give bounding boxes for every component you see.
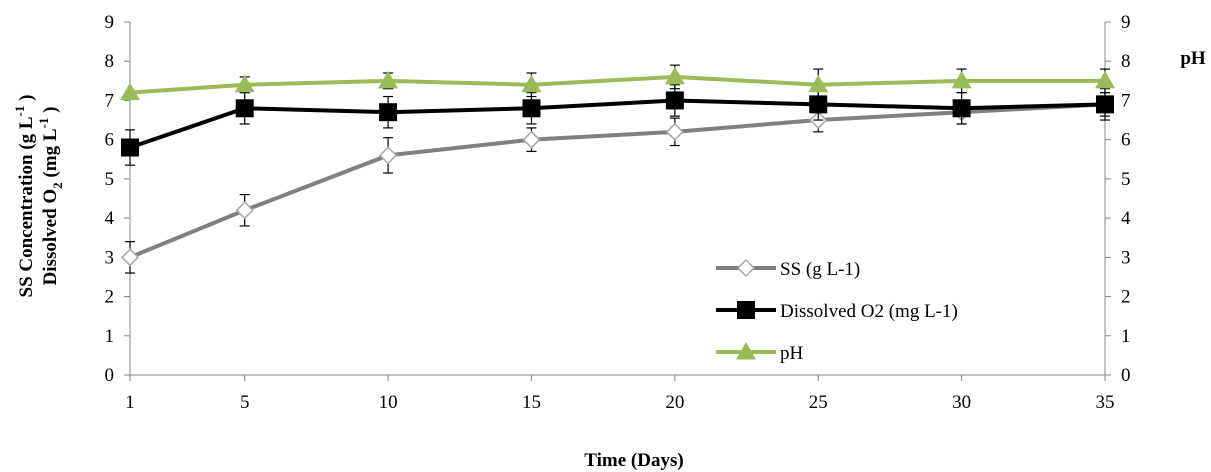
left-y-axis-title-line1-sup: -1 (12, 106, 27, 117)
left-y-tick-label: 6 (105, 130, 115, 151)
right-y-tick-label: 5 (1121, 169, 1131, 190)
legend-item: Dissolved O2 (mg L-1) (716, 301, 958, 322)
left-y-tick-label: 5 (105, 169, 115, 190)
left-y-tick-label: 1 (105, 326, 115, 347)
data-point (1095, 70, 1115, 89)
series-line (129, 98, 1106, 150)
data-point (379, 103, 398, 122)
data-point (120, 82, 140, 101)
series-diamond (120, 91, 1115, 274)
data-point (379, 146, 398, 165)
data-point (665, 122, 684, 141)
series-square (121, 84, 1114, 166)
legend-item: pH (716, 342, 804, 364)
data-point (522, 99, 541, 118)
left-y-tick-label: 8 (105, 51, 115, 72)
x-tick-label: 35 (1096, 392, 1115, 413)
legend-label: pH (780, 343, 804, 364)
data-point (378, 70, 399, 89)
left-y-axis-title-line2: Dissolved O (40, 189, 61, 286)
legend-marker (737, 301, 755, 319)
x-tick-label: 10 (379, 392, 398, 413)
series-layer (120, 64, 1115, 274)
data-point (235, 99, 254, 118)
legend-marker (736, 258, 756, 278)
right-y-tick-label: 4 (1121, 208, 1131, 229)
left-y-axis-title-line1-close: ) (16, 95, 37, 106)
right-y-tick-label: 3 (1121, 247, 1131, 268)
data-point (1096, 95, 1114, 114)
right-y-tick-label: 2 (1121, 287, 1131, 308)
svg-text:Dissolved O2 (mg L-1 ): Dissolved O2 (mg L-1 ) (36, 107, 65, 286)
right-y-tick-label: 7 (1121, 90, 1131, 111)
x-tick-label: 20 (665, 392, 684, 413)
x-tick-label: 1 (125, 392, 135, 413)
data-point (521, 74, 542, 93)
left-y-tick-label: 4 (105, 208, 115, 229)
right-y-axis-title: pH (1180, 48, 1206, 69)
data-point (522, 130, 541, 149)
right-y-tick-label: 0 (1121, 365, 1131, 386)
left-y-tick-label: 9 (105, 12, 115, 33)
x-tick-label: 30 (952, 392, 971, 413)
right-y-tick-label: 1 (1121, 326, 1131, 347)
data-point (121, 138, 139, 157)
left-y-axis-title: SS Concentration (g L-1 ) Dissolved O2 (… (12, 95, 65, 298)
series-triangle (120, 64, 1115, 102)
x-tick-label: 25 (809, 392, 828, 413)
x-axis-title: Time (Days) (584, 450, 683, 471)
data-point (665, 91, 684, 110)
right-y-tick-label: 8 (1121, 51, 1131, 72)
left-y-axis-title-line1: SS Concentration (g L (16, 116, 37, 297)
data-point (951, 70, 972, 89)
legend: SS (g L-1) Dissolved O2 (mg L-1) pH (716, 258, 958, 364)
data-point (234, 74, 255, 93)
left-y-tick-label: 0 (105, 365, 115, 386)
left-y-axis-title-line2-sup: -1 (36, 118, 51, 129)
left-y-tick-label: 7 (105, 90, 115, 111)
left-y-axis-title-line2-rest: (mg L (40, 128, 61, 182)
series-line (129, 102, 1106, 260)
legend-label: SS (g L-1) (780, 259, 860, 280)
series-line (129, 74, 1105, 95)
x-tick-label: 5 (240, 392, 250, 413)
legend-item: SS (g L-1) (716, 258, 860, 280)
left-y-tick-label: 3 (105, 247, 115, 268)
right-y-tick-label: 6 (1121, 130, 1131, 151)
legend-marker (736, 342, 756, 360)
left-y-tick-label: 2 (105, 287, 115, 308)
data-point (952, 99, 971, 118)
svg-text:SS Concentration (g L-1 ): SS Concentration (g L-1 ) (12, 95, 37, 298)
left-y-axis-title-line2-sub: 2 (50, 182, 65, 189)
data-point (808, 74, 829, 93)
left-y-axis-title-line2-close: ) (40, 107, 61, 118)
legend-label: Dissolved O2 (mg L-1) (780, 301, 958, 322)
data-point (120, 248, 140, 267)
right-y-tick-label: 9 (1121, 12, 1131, 33)
x-tick-label: 15 (522, 392, 541, 413)
axes-layer: 0 01 12 23 34 45 56 67 78 89 91 5 10 15 20 25 30 35 (105, 12, 1132, 413)
data-point (664, 66, 685, 85)
data-point (235, 201, 254, 220)
